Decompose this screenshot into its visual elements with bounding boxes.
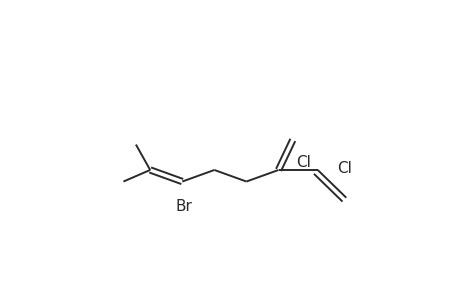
Text: Br: Br (175, 199, 192, 214)
Text: Cl: Cl (336, 160, 352, 175)
Text: Cl: Cl (296, 155, 311, 170)
